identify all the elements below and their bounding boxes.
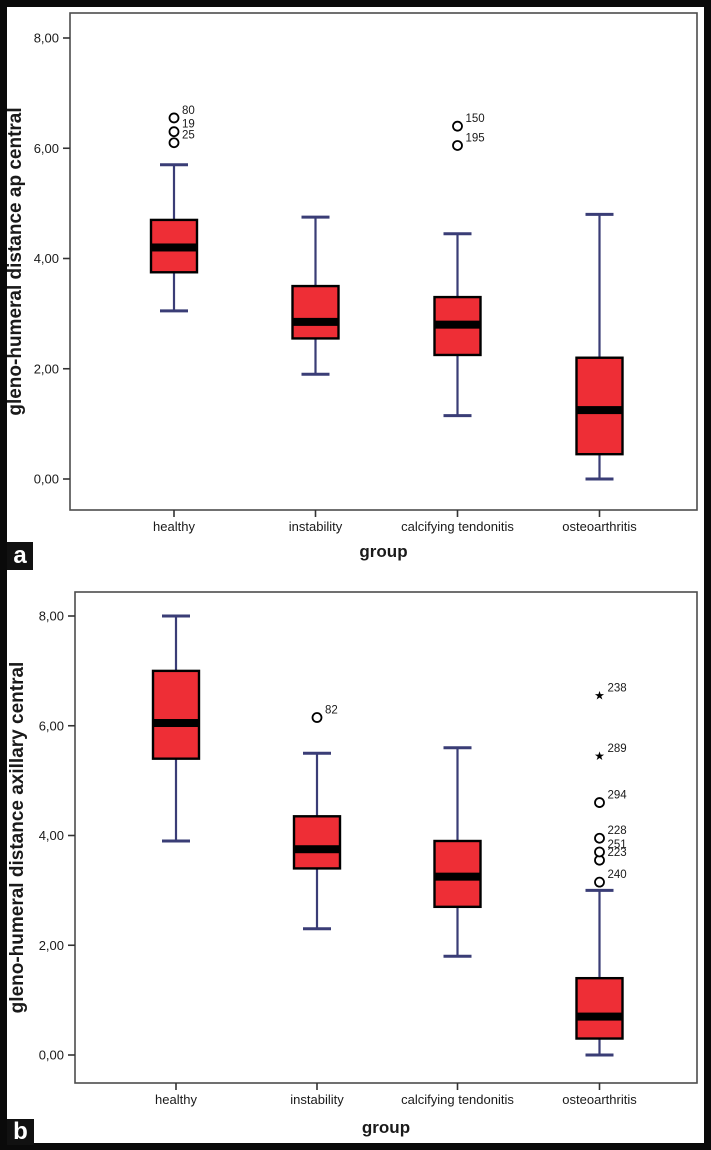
x-axis-title: group [359, 542, 407, 561]
median-line [151, 243, 197, 252]
y-axis-title: gleno-humeral distance ap central [5, 107, 26, 415]
extreme-outlier-star-icon: ★ [594, 749, 605, 763]
median-line [576, 406, 623, 415]
outlier-circle-icon [594, 846, 605, 858]
iqr-box [575, 356, 624, 456]
outlier-label: 238 [608, 683, 627, 695]
panel-a-badge: a [7, 542, 33, 570]
iqr-box [291, 284, 340, 340]
x-axis-title: group [362, 1118, 410, 1137]
median-line [294, 845, 340, 854]
category-label: instability [290, 1092, 344, 1107]
outlier-label: 240 [608, 869, 627, 881]
box-calcifying-tendonitis [433, 746, 482, 958]
outlier-circle-icon [168, 112, 180, 124]
outlier-label: 80 [182, 105, 195, 117]
outlier-circle-icon [311, 712, 323, 723]
y-tick-label: 4,00 [34, 251, 59, 266]
median-line [153, 719, 199, 728]
box-healthy [151, 614, 201, 843]
outlier-circle-icon [594, 797, 605, 808]
extreme-outlier-star-icon: ★ [594, 689, 605, 703]
y-tick-label: 2,00 [39, 938, 64, 953]
median-line [576, 1012, 623, 1021]
outlier-label: 150 [466, 113, 485, 125]
box-instability: 82 [292, 705, 342, 931]
iqr-box [575, 976, 624, 1040]
outlier-circle-icon [168, 126, 180, 138]
y-tick-label: 6,00 [34, 141, 59, 156]
box-calcifying-tendonitis: 195 150 [433, 113, 485, 418]
panel-b-chart: 0,00 2,00 4,00 6,00 8,00 gleno-humeral distan… [7, 591, 698, 1137]
category-label: calcifying tendonitis [401, 519, 514, 534]
y-tick-label: 2,00 [34, 361, 59, 376]
outlier-label: 223 [608, 847, 627, 859]
outlier-label: 251 [608, 839, 627, 851]
outlier-label: 289 [608, 743, 627, 755]
y-tick-label: 4,00 [39, 828, 64, 843]
outlier-circle-icon [594, 832, 605, 844]
category-label: osteoarthritis [562, 519, 637, 534]
category-label: healthy [153, 519, 195, 534]
outlier-label: 195 [466, 132, 485, 144]
plot-frame [69, 12, 698, 511]
outlier-circle-icon [594, 876, 605, 888]
outlier-circle-icon [452, 120, 463, 132]
category-label: healthy [155, 1092, 197, 1107]
y-tick-label: 0,00 [34, 472, 59, 487]
y-tick-label: 6,00 [39, 718, 64, 733]
category-label: calcifying tendonitis [401, 1092, 514, 1107]
iqr-box [151, 669, 201, 760]
box-osteoarthritis [575, 212, 624, 481]
median-line [434, 872, 481, 881]
iqr-box [292, 815, 342, 870]
outlier-label: 19 [182, 119, 195, 131]
y-axis-title: gleno-humeral distance axillary central [7, 662, 28, 1014]
y-tick-label: 0,00 [39, 1048, 64, 1063]
category-label: instability [289, 519, 343, 534]
panel-a-chart: 0,00 2,00 4,00 6,00 8,00 gleno-humeral distan… [5, 12, 698, 561]
category-label: osteoarthritis [562, 1092, 637, 1107]
outlier-circle-icon [168, 137, 180, 149]
outlier-label: 82 [325, 705, 338, 717]
outlier-label: 228 [608, 825, 627, 837]
median-line [292, 317, 339, 326]
y-tick-label: 8,00 [34, 31, 59, 46]
box-instability [291, 215, 340, 376]
plot-frame [74, 591, 698, 1084]
outlier-circle-icon [452, 140, 463, 151]
outlier-label: 294 [608, 790, 628, 802]
y-tick-label: 8,00 [39, 609, 64, 624]
outlier-label: 25 [182, 130, 195, 142]
panel-b-badge: b [7, 1119, 34, 1145]
median-line [434, 320, 481, 329]
